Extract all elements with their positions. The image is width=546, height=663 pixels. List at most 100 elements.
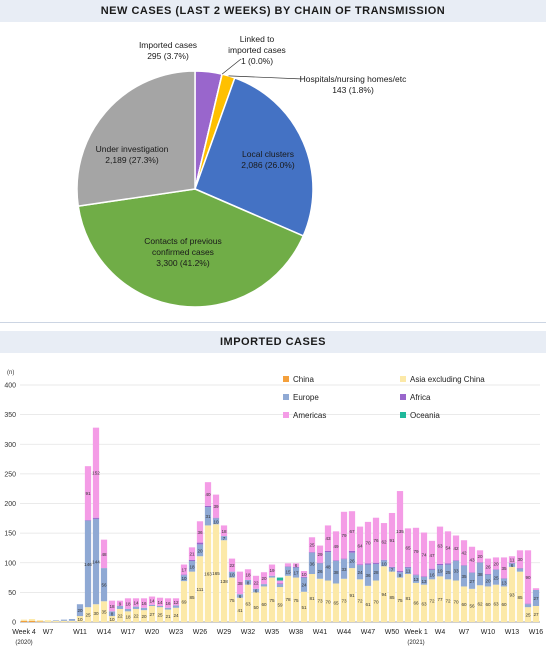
bar-segment xyxy=(412,582,420,622)
data-label: 59 xyxy=(277,603,283,608)
svg-text:2,086 (26.0%): 2,086 (26.0%) xyxy=(241,160,295,170)
data-label: 38 xyxy=(477,572,483,577)
bar-segment xyxy=(460,565,468,587)
bar-segment xyxy=(236,594,244,598)
svg-text:Oceania: Oceania xyxy=(410,411,440,420)
x-tick-label: W14 xyxy=(97,629,112,636)
bar-segment xyxy=(116,600,124,607)
bar-segment xyxy=(340,578,348,622)
svg-text:confirmed cases: confirmed cases xyxy=(152,247,214,257)
bar-segment xyxy=(124,611,132,622)
data-label: 27 xyxy=(533,596,539,601)
data-label: 19 xyxy=(437,569,443,574)
data-label: 48 xyxy=(101,552,107,557)
bar-segment xyxy=(364,563,372,565)
data-label: 18 xyxy=(109,604,115,609)
bar-segment xyxy=(84,520,92,608)
bar-segment xyxy=(124,598,132,609)
bar-segment xyxy=(100,568,108,602)
bar-segment xyxy=(412,527,420,575)
bar-segment xyxy=(460,586,468,622)
data-label: 146 xyxy=(84,562,92,567)
data-label: 81 xyxy=(405,596,411,601)
bar-segment xyxy=(276,587,284,622)
bar-segment xyxy=(108,600,116,612)
y-tick-label: 50 xyxy=(8,590,16,597)
data-label: 24 xyxy=(301,583,307,588)
data-label: 91 xyxy=(349,593,355,598)
data-label: 20 xyxy=(197,548,203,553)
svg-text:143 (1.8%): 143 (1.8%) xyxy=(332,85,374,95)
bar-segment xyxy=(316,563,324,579)
data-label: 73 xyxy=(341,598,347,603)
x-tick-label: W7 xyxy=(459,629,470,636)
data-label: 63 xyxy=(245,601,251,606)
bar-segment xyxy=(340,511,348,559)
bar-segment xyxy=(444,563,452,565)
bar-segment xyxy=(420,576,428,585)
bar-segment xyxy=(324,552,332,581)
bar-segment xyxy=(308,574,316,622)
data-label: 61 xyxy=(365,602,371,607)
bar-segment xyxy=(228,558,236,572)
data-label: 22 xyxy=(253,580,259,585)
x-tick-label: W41 xyxy=(313,629,328,636)
data-label: 11 xyxy=(510,557,515,562)
bar-segment xyxy=(276,580,284,584)
bar-segment xyxy=(444,531,452,564)
bar-segment xyxy=(524,607,532,622)
data-label: 28 xyxy=(373,570,379,575)
data-label: 165 xyxy=(212,571,220,576)
data-label: 85 xyxy=(389,595,395,600)
data-label: 40 xyxy=(205,492,211,497)
bar-segment xyxy=(404,528,412,567)
data-label: 26 xyxy=(485,564,491,569)
svg-text:Local clusters: Local clusters xyxy=(242,149,294,159)
x-tick-label: W20 xyxy=(145,629,160,636)
data-label: 17 xyxy=(293,571,299,576)
data-label: 76 xyxy=(373,538,379,543)
bar-segment xyxy=(180,575,188,582)
data-label: 111 xyxy=(197,587,204,592)
bar-segment xyxy=(220,525,228,537)
data-label: 63 xyxy=(421,601,427,606)
bar-segment xyxy=(132,598,140,607)
data-label: 30 xyxy=(517,557,523,562)
data-label: 10 xyxy=(77,617,83,622)
y-tick-label: 350 xyxy=(4,412,16,419)
bar-segment xyxy=(284,563,292,567)
bar-segment xyxy=(420,532,428,577)
bar-segment xyxy=(108,611,116,617)
data-label: 20 xyxy=(485,579,491,584)
bar-segment xyxy=(348,511,356,551)
bar-segment xyxy=(524,604,532,608)
data-label: 66 xyxy=(413,600,419,605)
data-label: 93 xyxy=(509,592,515,597)
svg-text:295 (3.7%): 295 (3.7%) xyxy=(147,51,189,61)
svg-text:Under investigation: Under investigation xyxy=(96,144,169,154)
data-label: 22 xyxy=(117,613,123,618)
bar-segment xyxy=(300,591,308,622)
bar-segment xyxy=(372,580,380,622)
x-tick-label: Week 1 xyxy=(404,629,428,636)
svg-text:Hospitals/nursing homes/etc: Hospitals/nursing homes/etc xyxy=(300,74,408,84)
bar-segment xyxy=(212,517,220,519)
bar-segment xyxy=(468,546,476,573)
x-tick-label: Week 4 xyxy=(12,629,36,636)
bar-segment xyxy=(140,607,148,611)
bar-segment xyxy=(516,571,524,622)
bar-segment xyxy=(396,491,404,572)
bar-segment xyxy=(276,583,284,585)
bar-segment xyxy=(92,517,100,519)
data-label: 144 xyxy=(92,560,100,565)
data-label: 8 xyxy=(111,612,114,617)
bar-segment xyxy=(364,564,372,586)
legend-item: Africa xyxy=(400,393,431,402)
bar-segment xyxy=(484,574,492,575)
data-label: 56 xyxy=(101,583,107,588)
x-tick-label: W32 xyxy=(241,629,256,636)
bar-segment xyxy=(372,563,380,581)
